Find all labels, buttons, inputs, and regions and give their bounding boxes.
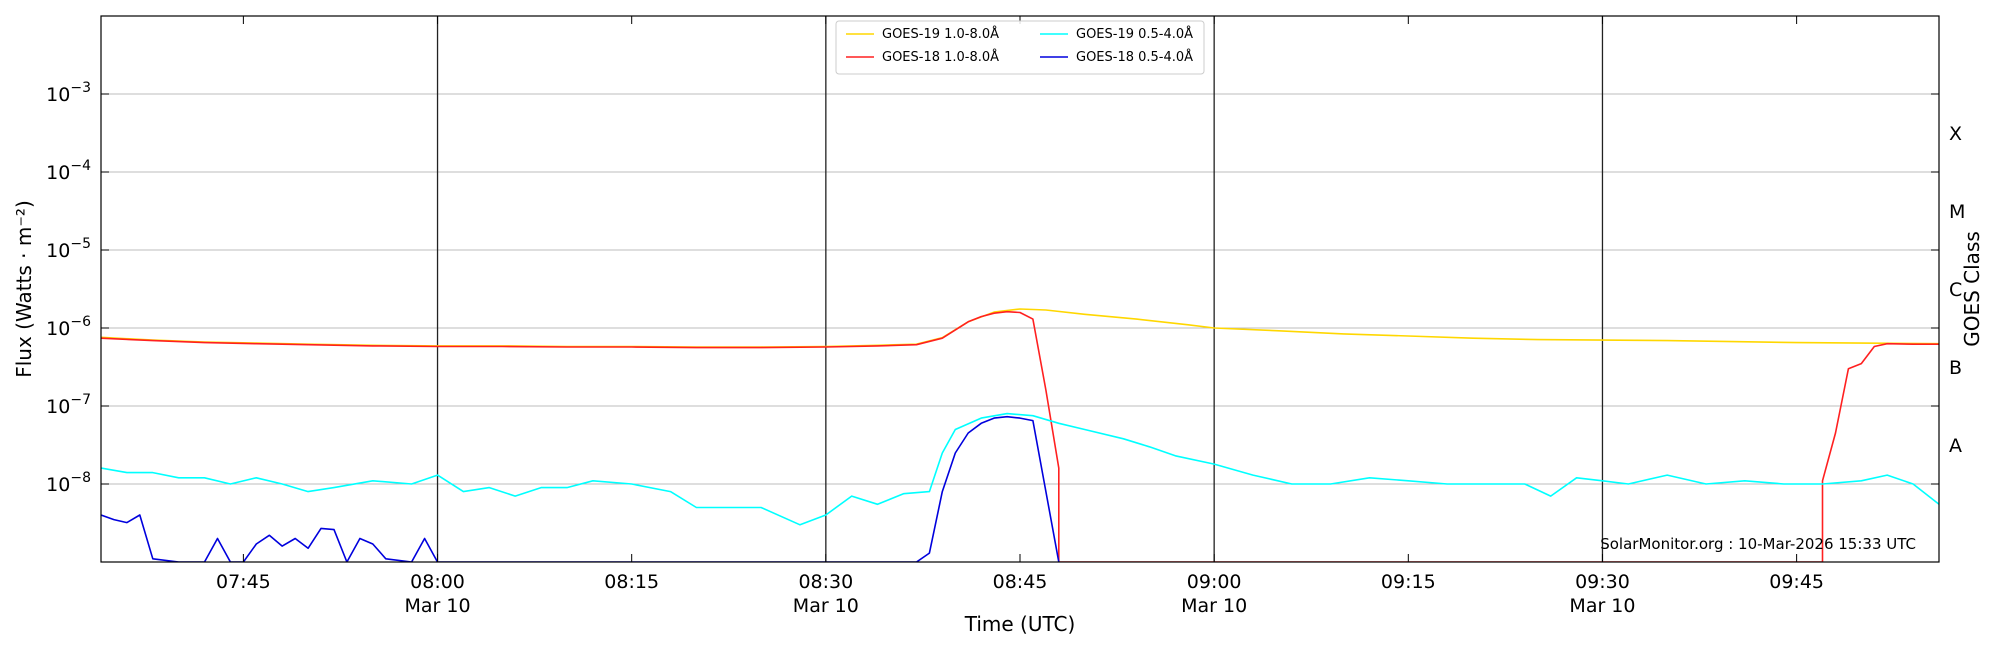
x-tick-label-7: 09:30 <box>1575 571 1630 593</box>
series-lines <box>101 308 1939 562</box>
x-tick-label-6: 09:15 <box>1381 571 1436 593</box>
x-tick-date-5: Mar 10 <box>1181 595 1247 617</box>
x-tick-label-1: 08:00 <box>410 571 465 593</box>
day-boundary-lines <box>436 16 1604 562</box>
credit-text: SolarMonitor.org : 10-Mar-2026 15:33 UTC <box>1600 535 1916 553</box>
x-tick-label-4: 08:45 <box>993 571 1048 593</box>
x-tick-date-1: Mar 10 <box>404 595 470 617</box>
series-line-2 <box>101 412 1939 526</box>
x-tick-date-7: Mar 10 <box>1569 595 1635 617</box>
x-tick-label-8: 09:45 <box>1769 571 1824 593</box>
legend-label-1: GOES-18 1.0-8.0Å <box>882 49 999 65</box>
x-axis-title: Time (UTC) <box>964 612 1076 636</box>
goes-class-axis-title: GOES Class <box>1960 231 1984 347</box>
goes-class-label-x: X <box>1949 123 1962 145</box>
goes-class-label-b: B <box>1949 357 1962 379</box>
x-tick-label-3: 08:30 <box>798 571 853 593</box>
y-axis-ticks: 10−8 10−7 10−6 10−5 10−4 10−3 <box>46 80 1939 496</box>
x-tick-date-3: Mar 10 <box>793 595 859 617</box>
y-axis-title: Flux (Watts · m⁻²) <box>12 200 36 378</box>
legend: GOES-19 1.0-8.0Å GOES-18 1.0-8.0Å GOES-19 … <box>835 20 1205 75</box>
goes-class-labels: A B C M X <box>1949 123 1965 457</box>
grid-lines <box>101 93 1939 485</box>
series-line-1 <box>101 310 1939 562</box>
series-line-3 <box>101 415 1060 562</box>
goes-class-label-a: A <box>1949 435 1962 457</box>
y-tick-label-1: 10−7 <box>46 392 91 418</box>
legend-label-0: GOES-19 1.0-8.0Å <box>882 26 999 42</box>
goes-class-label-m: M <box>1949 201 1965 223</box>
y-tick-label-2: 10−6 <box>46 314 91 340</box>
legend-label-3: GOES-18 0.5-4.0Å <box>1076 49 1193 65</box>
goes-class-label-c: C <box>1949 279 1962 301</box>
x-tick-label-0: 07:45 <box>216 571 271 593</box>
y-tick-label-4: 10−4 <box>46 158 91 184</box>
x-tick-label-5: 09:00 <box>1187 571 1242 593</box>
plot-frame <box>100 15 1940 563</box>
y-tick-label-3: 10−5 <box>46 236 91 262</box>
legend-label-2: GOES-19 0.5-4.0Å <box>1076 26 1193 42</box>
x-tick-label-2: 08:15 <box>604 571 659 593</box>
y-tick-label-0: 10−8 <box>46 470 91 496</box>
legend-frame <box>835 20 1205 75</box>
y-tick-label-5: 10−3 <box>46 80 91 106</box>
